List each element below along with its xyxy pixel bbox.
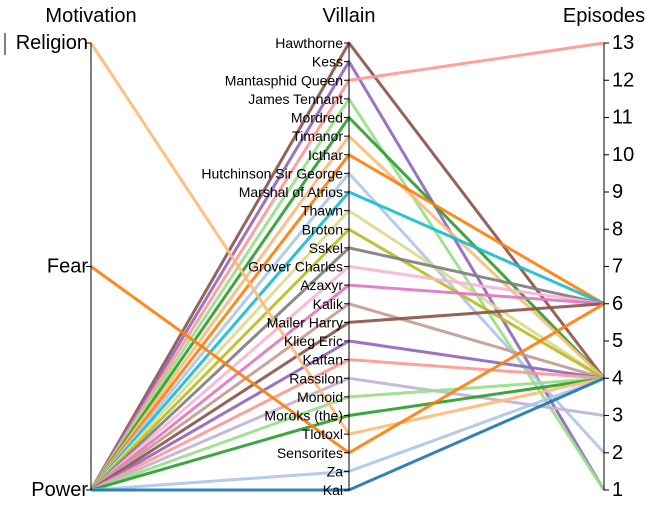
tick-label: James Tennant [248, 91, 343, 107]
tick-label: Monoid [297, 389, 343, 405]
tick-label: Timanor [292, 128, 343, 144]
tick-label: 12 [612, 69, 634, 91]
tick-label: 4 [612, 367, 623, 389]
tick-label: 7 [612, 256, 623, 278]
tick-label: Sensorites [277, 445, 343, 461]
axis-title: Motivation [45, 5, 136, 27]
tick-label: 9 [612, 181, 623, 203]
tick-label: 1 [612, 479, 623, 501]
axes: Motivation Religion Fear Power Villain Hawtho… [4, 5, 645, 501]
tick-label: Mailer Harry [267, 314, 343, 330]
tick-label: Grover Charles [248, 259, 343, 275]
tick-label: 3 [612, 405, 623, 427]
tick-label: Icthar [308, 147, 343, 163]
series-line-6 [89, 134, 606, 491]
tick-label: Tlotoxl [302, 426, 343, 442]
tick-label: Broton [302, 221, 343, 237]
axis-motivation: Motivation Religion Fear Power [16, 5, 137, 501]
tick-label: 6 [612, 293, 623, 315]
tick-label: Power [31, 479, 88, 501]
tick-label: Marshal of Atrios [239, 184, 343, 200]
axis-episodes: Episodes 13 12 11 10 9 8 7 6 5 4 3 2 1 [563, 5, 645, 501]
tick-label: Azaxyr [300, 277, 343, 293]
tick-label: Fear [47, 256, 88, 278]
tick-label: Sskel [309, 240, 343, 256]
tick-label: Religion [16, 32, 88, 54]
tick-label: Thawn [301, 203, 343, 219]
tick-label: Klieg Eric [284, 333, 343, 349]
tick-label: Kalik [313, 296, 344, 312]
tick-label: 8 [612, 218, 623, 240]
tick-label: 2 [612, 442, 623, 464]
tick-label: 13 [612, 32, 634, 54]
axis-title: Villain [323, 5, 376, 27]
tick-label: 11 [612, 107, 633, 129]
tick-label: 5 [612, 330, 623, 352]
tick-label: Rassilon [289, 370, 343, 386]
series-line-14 [90, 283, 605, 492]
axis-villain: Villain Hawthorne Kess Mantasphid Queen Jame… [201, 5, 375, 498]
tick-label: Hutchinson Sir George [201, 165, 343, 181]
tick-label: Kaftan [303, 352, 343, 368]
tick-label: Mordred [291, 110, 343, 126]
tick-label: Za [327, 463, 344, 479]
tick-label: Kal [323, 482, 343, 498]
tick-label: Hawthorne [275, 35, 343, 51]
tick-label: Moroks (the) [264, 408, 343, 424]
tick-label: Kess [312, 54, 343, 70]
tick-label: Mantasphid Queen [225, 72, 343, 88]
axis-title: Episodes [563, 5, 645, 27]
tick-label: 10 [612, 144, 634, 166]
